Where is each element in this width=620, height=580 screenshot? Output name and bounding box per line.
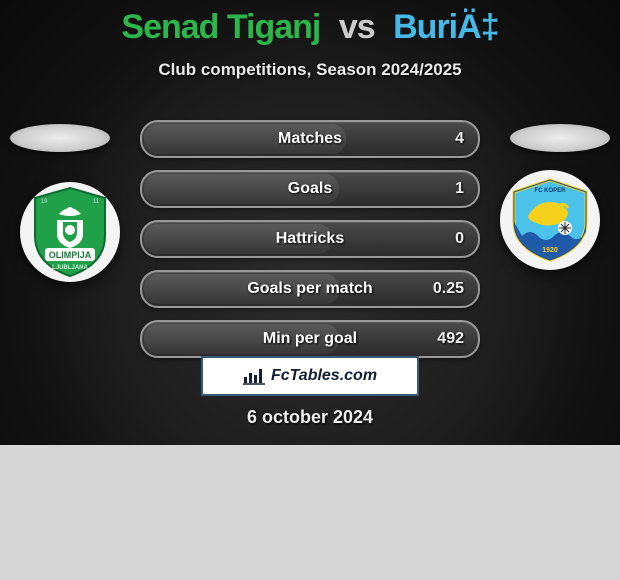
- date-label: 6 october 2024: [0, 407, 620, 428]
- stat-value: 0: [455, 230, 464, 248]
- stat-bar: Matches 4: [140, 120, 480, 158]
- olimpija-crest-icon: OLIMPIJA LJUBLJANA 19 11: [29, 186, 111, 278]
- stat-bar: Min per goal 492: [140, 320, 480, 358]
- stat-label: Hattricks: [276, 230, 344, 248]
- koper-crest-icon: FC KOPER 1920: [506, 176, 594, 264]
- brand-text: FcTables.com: [271, 367, 377, 385]
- stat-label: Min per goal: [263, 330, 357, 348]
- brand-badge: FcTables.com: [201, 356, 419, 396]
- stat-value: 1: [455, 180, 464, 198]
- stat-label: Goals: [288, 180, 332, 198]
- player2-name: BuriÄ‡: [393, 8, 498, 46]
- club-right-badge: FC KOPER 1920: [500, 170, 600, 270]
- stat-bar: Goals per match 0.25: [140, 270, 480, 308]
- stat-label: Matches: [278, 130, 342, 148]
- stat-bars: Matches 4 Goals 1 Hattricks 0 Goals per …: [140, 120, 480, 370]
- stat-label: Goals per match: [247, 280, 372, 298]
- svg-text:FC KOPER: FC KOPER: [534, 188, 566, 194]
- svg-text:LJUBLJANA: LJUBLJANA: [52, 265, 88, 271]
- stat-value: 492: [437, 330, 464, 348]
- player1-avatar-placeholder: [10, 124, 110, 152]
- svg-text:19: 19: [41, 199, 48, 205]
- player1-name: Senad Tiganj: [121, 8, 320, 46]
- club-left-badge: OLIMPIJA LJUBLJANA 19 11: [20, 182, 120, 282]
- bottom-mask: [0, 445, 620, 580]
- stat-value: 0.25: [433, 280, 464, 298]
- svg-text:OLIMPIJA: OLIMPIJA: [49, 250, 92, 260]
- svg-text:1920: 1920: [542, 247, 558, 254]
- stat-bar: Goals 1: [140, 170, 480, 208]
- svg-text:11: 11: [93, 199, 100, 205]
- stat-bar: Hattricks 0: [140, 220, 480, 258]
- bar-chart-icon: [243, 367, 265, 385]
- comparison-title: Senad Tiganj vs BuriÄ‡: [0, 8, 620, 47]
- stat-value: 4: [455, 130, 464, 148]
- player2-avatar-placeholder: [510, 124, 610, 152]
- vs-label: vs: [339, 8, 375, 46]
- subtitle: Club competitions, Season 2024/2025: [0, 60, 620, 80]
